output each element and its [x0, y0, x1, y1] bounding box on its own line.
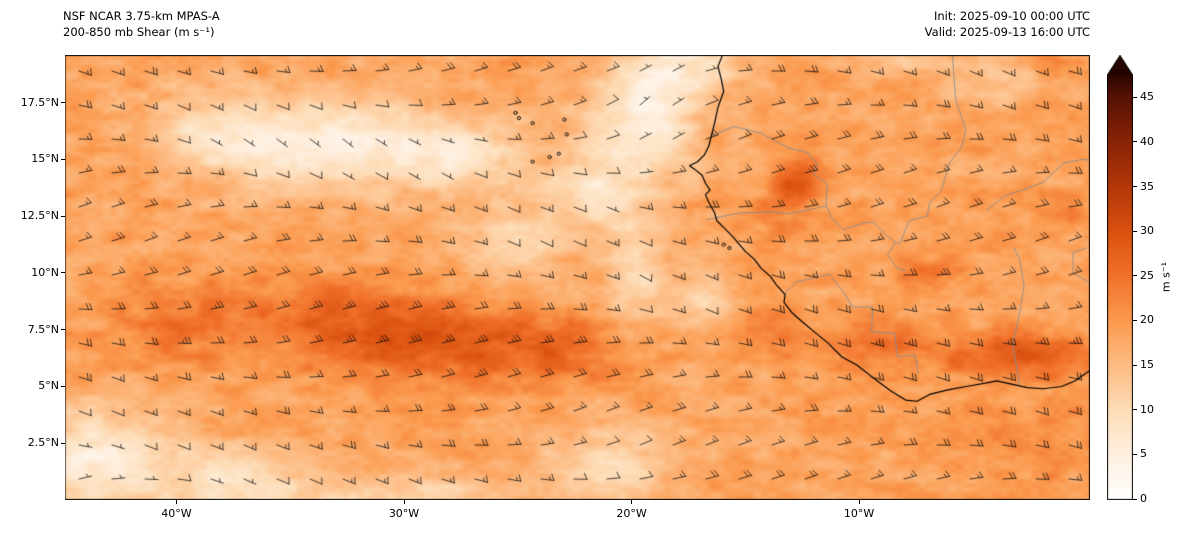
lon-tick-label: 30°W — [388, 507, 420, 520]
colorbar-tickmark — [1133, 319, 1137, 321]
colorbar — [1107, 55, 1133, 500]
lat-tick-label: 7.5°N — [27, 322, 59, 336]
valid-time-label: Valid: 2025-09-13 16:00 UTC — [924, 25, 1090, 39]
variable-subtitle: 200-850 mb Shear (m s⁻¹) — [63, 25, 215, 39]
lon-tick-label: 10°W — [843, 507, 875, 520]
lon-tickmark — [858, 500, 860, 504]
colorbar-tick-label: 30 — [1140, 224, 1154, 238]
colorbar-tickmark — [1133, 409, 1137, 411]
lon-tickmark — [175, 500, 177, 504]
colorbar-tickmark — [1133, 96, 1137, 98]
lat-tick-label: 12.5°N — [20, 209, 59, 223]
colorbar-tickmark — [1133, 230, 1137, 232]
colorbar-tickmark — [1133, 453, 1137, 455]
shear-map-canvas — [65, 55, 1090, 500]
lon-tickmark — [631, 500, 633, 504]
colorbar-tickmark — [1133, 498, 1137, 500]
colorbar-tick-label: 10 — [1140, 402, 1154, 416]
colorbar-tickmark — [1133, 186, 1137, 188]
lat-tick-label: 17.5°N — [20, 95, 59, 109]
colorbar-unit-label: m s⁻¹ — [1159, 261, 1173, 293]
model-title: NSF NCAR 3.75-km MPAS-A — [63, 9, 220, 23]
colorbar-tick-label: 40 — [1140, 134, 1154, 148]
title-block: NSF NCAR 3.75-km MPAS-A 200-850 mb Shear… — [63, 8, 220, 40]
colorbar-tick-label: 45 — [1140, 90, 1154, 104]
colorbar-tick-label: 5 — [1140, 447, 1147, 461]
lon-tickmark — [403, 500, 405, 504]
colorbar-tick-label: 0 — [1140, 492, 1147, 505]
colorbar-tick-label: 35 — [1140, 179, 1154, 193]
lon-tick-label: 20°W — [616, 507, 647, 520]
time-block: Init: 2025-09-10 00:00 UTC Valid: 2025-0… — [925, 8, 1090, 40]
colorbar-tick-label: 20 — [1140, 313, 1154, 327]
lat-tick-label: 15°N — [31, 152, 59, 166]
lon-tick-label: 40°W — [161, 507, 192, 520]
init-time-label: Init: 2025-09-10 00:00 UTC — [934, 9, 1090, 23]
lat-tick-label: 5°N — [38, 379, 59, 393]
colorbar-tickmark — [1133, 364, 1137, 366]
lat-tick-label: 10°N — [31, 265, 59, 279]
colorbar-tick-label: 15 — [1140, 358, 1154, 372]
colorbar-tickmark — [1133, 141, 1137, 143]
colorbar-tickmark — [1133, 275, 1137, 277]
lat-tick-label: 2.5°N — [27, 436, 59, 450]
